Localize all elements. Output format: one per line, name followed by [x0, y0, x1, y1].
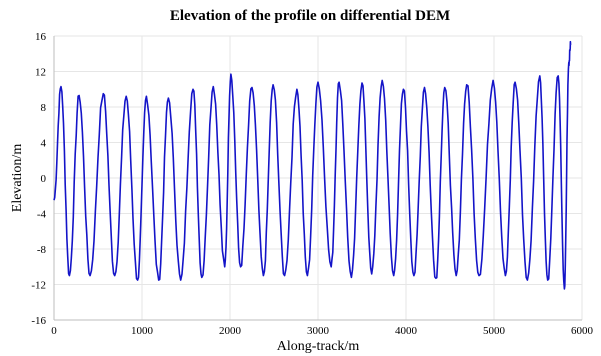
y-tick-label: 4 [41, 138, 47, 150]
x-tick-label: 4000 [395, 325, 418, 337]
series-layer [53, 40, 572, 290]
y-tick-label: -8 [37, 244, 47, 256]
y-tick-label: 0 [41, 173, 47, 185]
x-tick-label: 1000 [131, 325, 154, 337]
y-tick-label: -12 [31, 280, 46, 292]
x-tick-label: 6000 [571, 325, 594, 337]
y-tick-label: 12 [35, 67, 46, 79]
grid [53, 35, 583, 321]
y-tick-label: -16 [31, 315, 46, 327]
y-tick-label: 16 [35, 31, 47, 43]
y-tick-label: -4 [37, 209, 47, 221]
x-axis-label: Along-track/m [277, 339, 360, 354]
x-tick-label: 2000 [219, 325, 242, 337]
series-line [53, 40, 572, 290]
y-axis-label: Elevation/m [10, 144, 25, 213]
x-tick-label: 5000 [483, 325, 506, 337]
axes [53, 36, 582, 321]
tick-labels: 16 12 8 4 0 -4 -8 -12 -16 0 1000 2000 3000 4000 5000 60… [31, 31, 593, 337]
x-tick-label: 0 [51, 325, 57, 337]
y-tick-label: 8 [41, 102, 47, 114]
chart-title: Elevation of the profile on differential… [170, 8, 450, 24]
x-tick-label: 3000 [307, 325, 330, 337]
